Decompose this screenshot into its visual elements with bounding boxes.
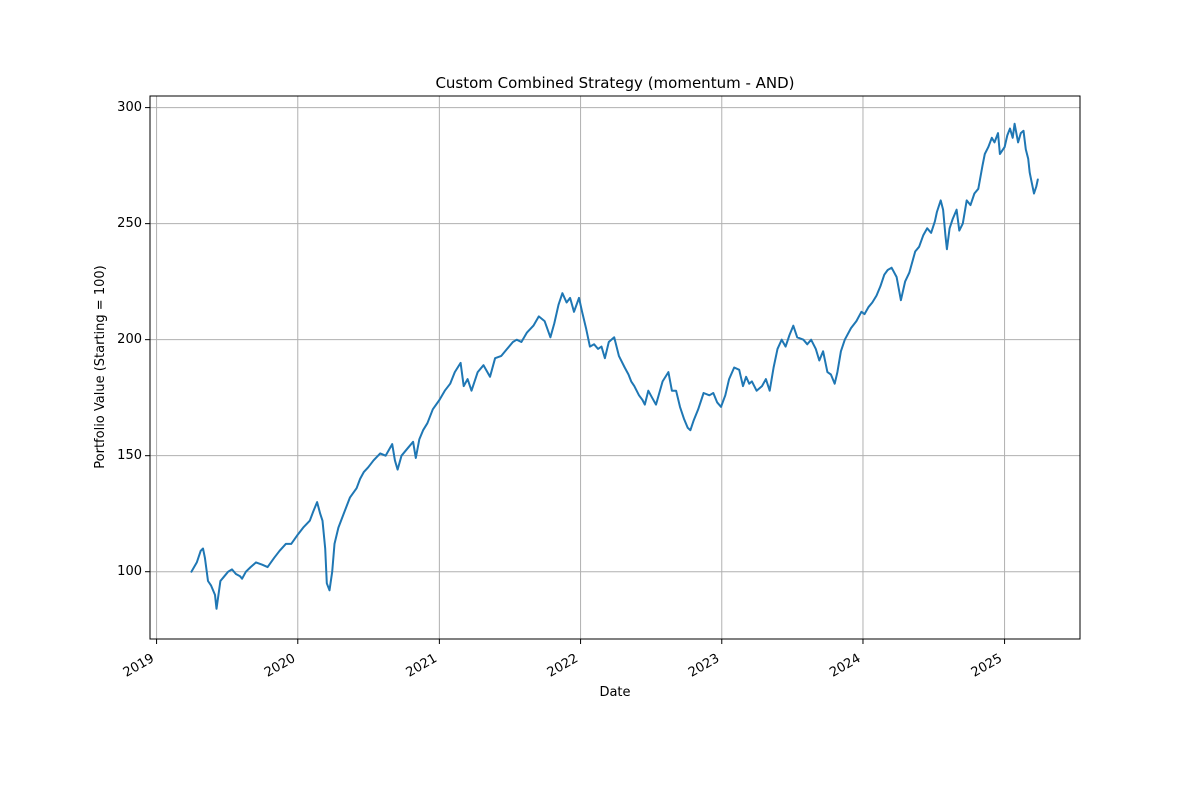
y-axis: 100 150 200 250 300	[117, 100, 150, 579]
y-tick-label: 150	[117, 448, 142, 463]
x-axis-label: Date	[599, 685, 630, 700]
y-tick-label: 250	[117, 216, 142, 231]
plot-frame	[149, 95, 1081, 640]
y-tick-label: 300	[117, 100, 142, 115]
series-line	[190, 122, 1039, 610]
y-axis-label: Portfolio Value (Starting = 100)	[93, 265, 108, 468]
series-group	[190, 122, 1039, 610]
chart-title: Custom Combined Strategy (momentum - AND…	[435, 74, 794, 92]
y-tick-label: 100	[117, 564, 142, 579]
y-tick-label: 200	[117, 332, 142, 347]
grid-lines	[150, 96, 1080, 639]
